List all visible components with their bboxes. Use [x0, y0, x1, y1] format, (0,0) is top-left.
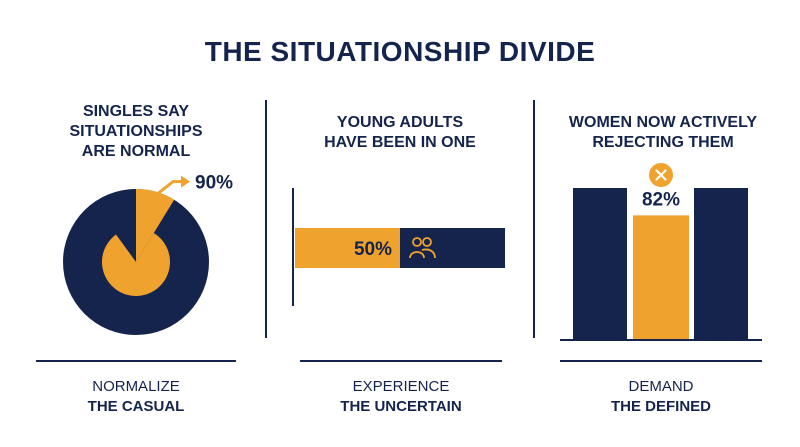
caption-line: THE CASUAL — [87, 398, 185, 415]
vertical-divider — [533, 100, 535, 338]
caption-line: THE UNCERTAIN — [340, 398, 462, 415]
heading-line: REJECTING THEM — [592, 134, 734, 151]
panel-young-adults: YOUNG ADULTS HAVE BEEN IN ONE — [282, 95, 518, 435]
panel-heading: WOMEN NOW ACTIVELY REJECTING THEM — [548, 113, 778, 153]
heading-line: HAVE BEEN IN ONE — [324, 134, 476, 151]
caption: NORMALIZE THE CASUAL — [36, 377, 236, 417]
heading-line: YOUNG ADULTS — [336, 114, 464, 131]
caption-line: DEMAND — [628, 378, 694, 395]
divider-line — [560, 360, 762, 362]
heading-line: ARE NORMAL — [81, 143, 191, 160]
heading-line: SITUATIONSHIPS — [69, 123, 203, 140]
panel-heading: YOUNG ADULTS HAVE BEEN IN ONE — [282, 113, 518, 153]
caption: DEMAND THE DEFINED — [560, 377, 762, 417]
divider-line — [36, 360, 236, 362]
page-title: THE SITUATIONSHIP DIVIDE — [204, 36, 596, 67]
vertical-divider — [265, 100, 267, 338]
panel-women: WOMEN NOW ACTIVELY REJECTING THEM — [548, 95, 778, 435]
heading-line: WOMEN NOW ACTIVELY — [568, 114, 758, 131]
panel-heading: SINGLES SAY SITUATIONSHIPS ARE NORMAL — [20, 102, 252, 162]
caption-line: EXPERIENCE — [352, 378, 450, 395]
divider-line — [300, 360, 502, 362]
caption: EXPERIENCE THE UNCERTAIN — [300, 377, 502, 417]
caption-line: NORMALIZE — [92, 378, 180, 395]
panel-singles: SINGLES SAY SITUATIONSHIPS ARE NORMAL — [20, 95, 252, 435]
heading-line: SINGLES SAY — [82, 103, 190, 120]
caption-line: THE DEFINED — [610, 398, 711, 415]
